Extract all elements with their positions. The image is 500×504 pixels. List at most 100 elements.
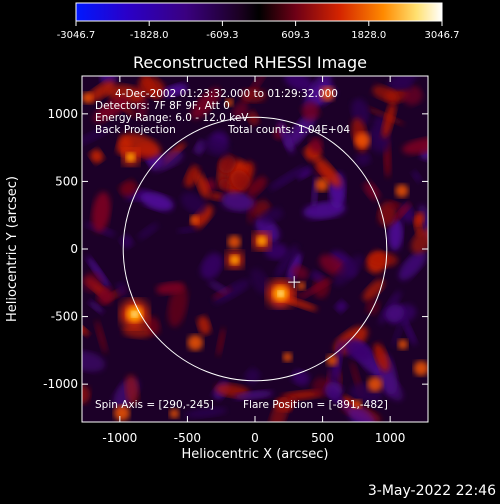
texture-blob — [177, 226, 197, 234]
texture-blob — [231, 170, 251, 191]
texture-blob — [367, 252, 398, 268]
texture-blob — [402, 137, 428, 155]
texture-blob — [382, 101, 396, 139]
texture-blob — [264, 242, 289, 260]
texture-blob — [309, 137, 323, 154]
texture-blob — [90, 149, 104, 164]
texture-blob — [116, 282, 127, 297]
y-axis-label: Heliocentric Y (arcsec) — [5, 176, 20, 322]
texture-blob — [87, 80, 115, 102]
texture-hotspot — [353, 399, 362, 409]
texture-blob — [413, 216, 423, 236]
texture-blob — [208, 280, 229, 295]
texture-blob — [342, 339, 372, 361]
texture-blob — [314, 157, 342, 187]
x-tick-label: 0 — [251, 431, 259, 445]
texture-hotspot — [367, 376, 383, 392]
colorbar-ticks: -3046.7 -1828.0 -609.3 609.3 1828.0 3046.7 — [57, 21, 460, 41]
texture-hotspot — [282, 352, 293, 362]
texture-blob — [155, 282, 185, 295]
y-axis: -1000 -500 0 500 1000 — [43, 107, 428, 391]
texture-blob — [92, 96, 130, 123]
image-texture — [82, 76, 428, 422]
texture-blob — [149, 150, 184, 172]
x-axis-label: Heliocentric X (arcsec) — [182, 447, 329, 462]
annotation-method: Back Projection — [95, 124, 176, 136]
x-tick-label: -500 — [174, 431, 201, 445]
texture-blob — [119, 180, 138, 197]
texture-hotspot — [114, 405, 130, 421]
texture-hotspot — [189, 215, 199, 225]
colorbar-tick-label: 3046.7 — [425, 30, 460, 41]
texture-blob — [212, 279, 251, 304]
source-peak — [131, 311, 138, 318]
texture-blob — [140, 192, 174, 211]
texture-blob — [259, 207, 284, 224]
texture-blob — [411, 170, 422, 183]
texture-hotspot — [227, 235, 241, 249]
texture-blob — [88, 300, 104, 314]
texture-blob — [347, 406, 376, 422]
solar-disk-limb — [122, 116, 388, 382]
x-tick-label: 500 — [311, 431, 334, 445]
texture-blob — [137, 223, 159, 240]
annotation-counts: Total counts: 1.04E+04 — [227, 124, 350, 136]
texture-blob — [298, 278, 333, 300]
date-stamp: 3-May-2022 22:46 — [368, 483, 496, 499]
colorbar-tick-label: 1828.0 — [351, 30, 386, 41]
x-tick-label: 1000 — [375, 431, 406, 445]
texture-hotspot — [297, 281, 306, 291]
texture-blob — [362, 279, 385, 302]
texture-blob — [240, 88, 267, 103]
texture-blob — [269, 166, 306, 190]
texture-blob — [291, 265, 309, 280]
texture-blob — [285, 112, 316, 148]
texture-blob — [402, 85, 423, 106]
texture-blob — [180, 192, 207, 214]
texture-blob — [269, 396, 289, 422]
texture-blob — [82, 272, 102, 293]
texture-blob — [82, 351, 105, 372]
texture-blob — [398, 250, 427, 281]
texture-blob — [284, 76, 314, 92]
texture-blob — [91, 191, 111, 233]
texture-blob — [200, 253, 223, 280]
texture-hotspot — [315, 178, 329, 192]
texture-hotspot — [82, 92, 94, 104]
texture-blob — [122, 325, 151, 339]
x-tick-label: -1000 — [102, 431, 137, 445]
texture-blob — [335, 300, 347, 313]
texture-blob — [232, 102, 249, 119]
texture-blob — [221, 191, 255, 212]
texture-blob — [392, 76, 413, 91]
texture-hotspot — [395, 184, 409, 198]
texture-blob — [197, 315, 211, 335]
texture-hotspot — [397, 339, 408, 350]
texture-blob — [275, 244, 298, 278]
colorbar-tick-label: 609.3 — [281, 30, 310, 41]
texture-blob — [333, 255, 364, 286]
y-tick-label: -1000 — [43, 377, 78, 391]
texture-blob — [234, 390, 274, 400]
texture-blob — [304, 76, 332, 111]
texture-blob — [86, 256, 110, 289]
texture-blob — [201, 138, 230, 156]
texture-blob — [163, 83, 188, 97]
texture-blob — [190, 87, 221, 120]
texture-blob — [327, 389, 352, 413]
texture-blob — [246, 176, 267, 197]
source-peak — [277, 290, 284, 297]
texture-blob — [372, 85, 399, 103]
texture-blob — [138, 76, 166, 99]
colorbar-tick-label: -1828.0 — [130, 30, 169, 41]
colorbar-tick-label: -609.3 — [206, 30, 238, 41]
source-core — [229, 255, 240, 265]
texture-hotspot — [413, 360, 428, 376]
texture-blob — [185, 407, 227, 419]
texture-blob — [385, 304, 405, 323]
texture-hotspot — [225, 98, 234, 107]
texture-blob — [216, 327, 226, 357]
texture-blob — [401, 316, 417, 346]
texture-blob — [373, 343, 390, 372]
